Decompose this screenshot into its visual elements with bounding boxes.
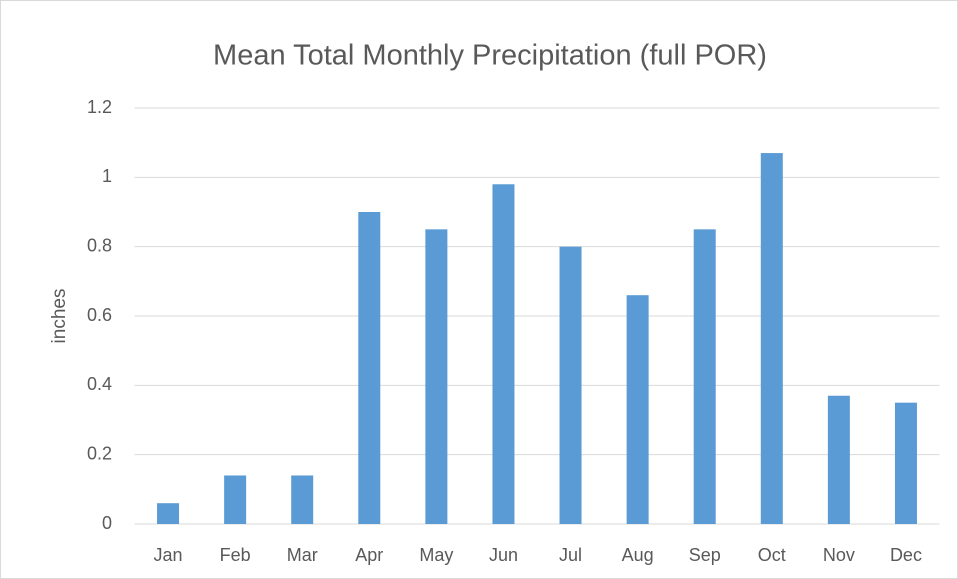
bar (291, 475, 314, 524)
y-tick-label: 0.2 (87, 443, 112, 463)
x-tick-label: Nov (823, 545, 855, 565)
bar (894, 402, 917, 524)
x-tick-label: Dec (890, 545, 922, 565)
bar (358, 212, 381, 524)
x-tick-label: Jun (489, 545, 518, 565)
x-tick-label: Jul (559, 545, 582, 565)
bar (760, 153, 783, 525)
bar (492, 184, 515, 524)
y-tick-label: 1.2 (87, 97, 112, 117)
y-tick-label: 0.8 (87, 235, 112, 255)
bar (827, 395, 850, 524)
y-tick-label: 0 (102, 513, 112, 533)
x-tick-label: Mar (287, 545, 318, 565)
x-tick-label: Sep (689, 545, 721, 565)
chart-title: Mean Total Monthly Precipitation (full P… (213, 40, 767, 72)
x-tick-label: Aug (622, 545, 654, 565)
bar (626, 295, 649, 524)
y-tick-label: 0.6 (87, 305, 112, 325)
y-tick-label: 0.4 (87, 374, 112, 394)
x-tick-label: Feb (220, 545, 251, 565)
bar (559, 246, 582, 524)
x-tick-label: Jan (154, 545, 183, 565)
bar (693, 229, 716, 525)
x-tick-label: Oct (758, 545, 786, 565)
bar (425, 229, 448, 525)
bar (157, 503, 180, 524)
bar (224, 475, 247, 524)
y-tick-label: 1 (102, 166, 112, 186)
x-tick-label: Apr (355, 545, 383, 565)
x-tick-label: May (419, 545, 453, 565)
y-axis-label: inches (49, 289, 70, 344)
